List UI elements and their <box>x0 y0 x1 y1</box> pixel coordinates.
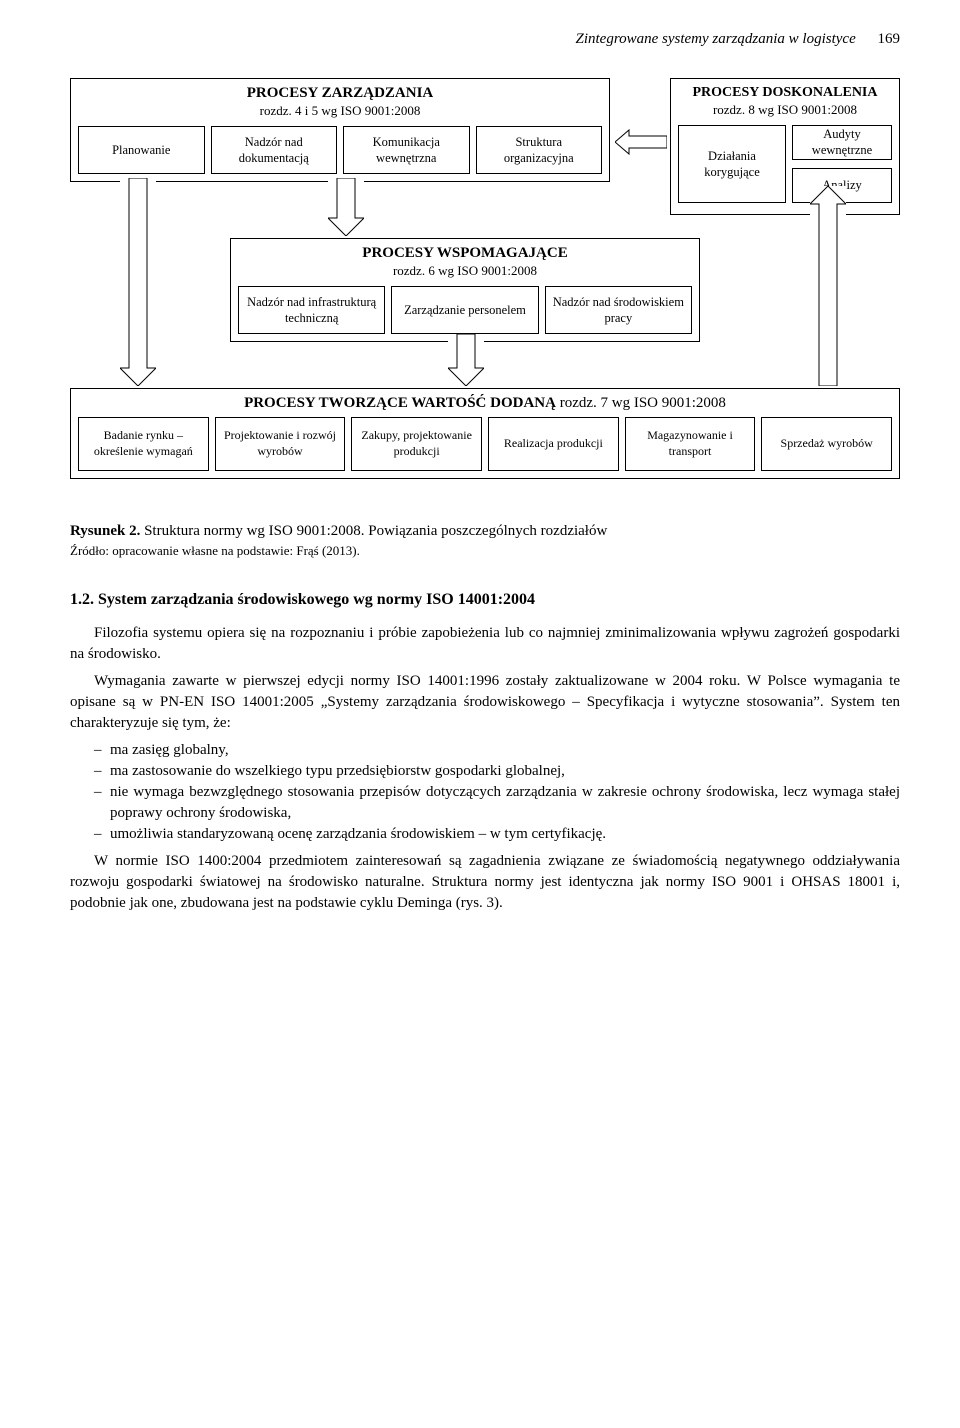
arrow-down-mid <box>328 178 364 236</box>
sub-management: rozdz. 4 i 5 wg ISO 9001:2008 <box>76 103 604 120</box>
bullet-list: ma zasięg globalny, ma zastosowanie do w… <box>94 740 900 845</box>
arrow-left <box>615 128 667 156</box>
bullet-item: nie wymaga bezwzględnego stosowania prze… <box>94 782 900 824</box>
diagram: PROCESY ZARZĄDZANIA rozdz. 4 i 5 wg ISO … <box>70 78 900 498</box>
box-management: PROCESY ZARZĄDZANIA rozdz. 4 i 5 wg ISO … <box>70 78 610 182</box>
section-heading: 1.2. System zarządzania środowiskowego w… <box>70 590 900 611</box>
box-supporting: PROCESY WSPOMAGAJĄCE rozdz. 6 wg ISO 900… <box>230 238 700 342</box>
cell-doc-supervision: Nadzór nad dokumentacją <box>211 126 338 174</box>
bullet-item: ma zastosowanie do wszelkiego typu przed… <box>94 761 900 782</box>
cell-org-structure: Struktura organizacyjna <box>476 126 603 174</box>
title-management: PROCESY ZARZĄDZANIA <box>247 85 434 101</box>
paragraph-2: Wymagania zawarte w pierwszej edycji nor… <box>70 671 900 734</box>
page-number: 169 <box>878 31 901 47</box>
figure-caption: Rysunek 2. Struktura normy wg ISO 9001:2… <box>70 522 900 542</box>
paragraph-1: Filozofia systemu opiera się na rozpozna… <box>70 623 900 665</box>
paragraph-3: W normie ISO 1400:2004 przedmiotem zaint… <box>70 851 900 914</box>
title-value: PROCESY TWORZĄCE WARTOŚĆ DODANĄ <box>244 395 556 411</box>
arrow-up-right <box>810 186 846 386</box>
cell-personnel: Zarządzanie personelem <box>391 286 538 334</box>
cell-audits: Audyty wewnętrzne <box>792 125 892 160</box>
bullet-item: ma zasięg globalny, <box>94 740 900 761</box>
page-header: Zintegrowane systemy zarządzania w logis… <box>70 30 900 50</box>
cell-production: Realizacja produkcji <box>488 417 619 471</box>
cell-design: Projektowanie i rozwój wyrobów <box>215 417 346 471</box>
cell-market: Badanie rynku – określenie wymagań <box>78 417 209 471</box>
figure-text: Struktura normy wg ISO 9001:2008. Powiąz… <box>140 523 607 539</box>
sub-supporting: rozdz. 6 wg ISO 9001:2008 <box>236 263 694 280</box>
cell-warehousing: Magazynowanie i transport <box>625 417 756 471</box>
figure-label: Rysunek 2. <box>70 523 140 539</box>
sub-value: rozdz. 7 wg ISO 9001:2008 <box>556 395 726 411</box>
cell-purchasing: Zakupy, projektowanie produkcji <box>351 417 482 471</box>
cell-planning: Planowanie <box>78 126 205 174</box>
cell-communication: Komunikacja wewnętrzna <box>343 126 470 174</box>
cell-environment: Nadzór nad środowiskiem pracy <box>545 286 692 334</box>
arrow-down-support <box>448 334 484 386</box>
bullet-item: umożliwia standaryzowaną ocenę zarządzan… <box>94 824 900 845</box>
cell-sales: Sprzedaż wyrobów <box>761 417 892 471</box>
header-title: Zintegrowane systemy zarządzania w logis… <box>575 31 855 47</box>
arrow-down-left <box>120 178 156 386</box>
cell-corrective: Działania korygujące <box>678 125 786 204</box>
box-improvement: PROCESY DOSKONALENIA rozdz. 8 wg ISO 900… <box>670 78 900 216</box>
figure-source: Źródło: opracowanie własne na podstawie:… <box>70 543 900 560</box>
box-value: PROCESY TWORZĄCE WARTOŚĆ DODANĄ rozdz. 7… <box>70 388 900 480</box>
title-improvement: PROCESY DOSKONALENIA <box>692 85 877 100</box>
title-supporting: PROCESY WSPOMAGAJĄCE <box>362 245 567 261</box>
sub-improvement: rozdz. 8 wg ISO 9001:2008 <box>676 102 894 119</box>
cell-infrastructure: Nadzór nad infrastrukturą techniczną <box>238 286 385 334</box>
